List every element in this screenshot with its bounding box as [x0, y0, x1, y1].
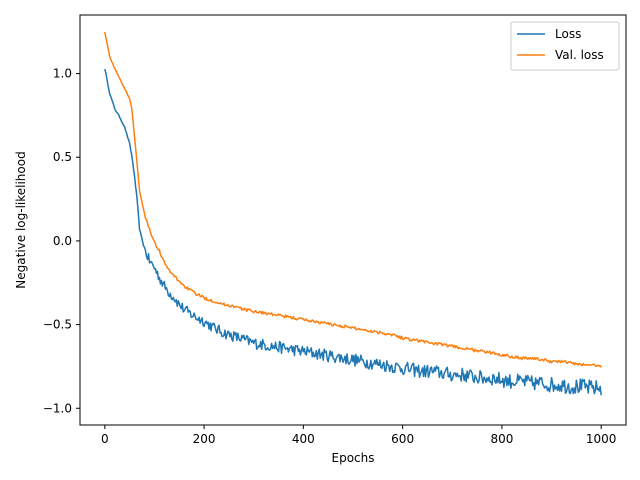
y-tick-label: 0.0: [53, 234, 72, 248]
series-line-loss: [104, 68, 602, 396]
y-tick-label: 0.5: [53, 150, 72, 164]
x-tick-label: 400: [292, 432, 315, 446]
x-tick-label: 1000: [586, 432, 617, 446]
y-tick-label: −0.5: [43, 318, 72, 332]
y-axis-ticks: −1.0 −0.5 0.0 0.5 1.0: [43, 67, 80, 415]
series-line-val-loss: [104, 31, 602, 368]
legend-entry-loss: Loss: [555, 27, 581, 41]
series-layer: [104, 31, 602, 396]
y-tick-label: 1.0: [53, 67, 72, 81]
legend-entry-val-loss: Val. loss: [555, 48, 604, 62]
x-axis-label: Epochs: [332, 451, 375, 465]
x-tick-label: 800: [490, 432, 513, 446]
x-tick-label: 0: [101, 432, 109, 446]
legend: Loss Val. loss: [510, 21, 620, 71]
plot-frame: [79, 14, 627, 426]
y-tick-label: −1.0: [43, 401, 72, 415]
y-axis-label: Negative log-likelihood: [14, 151, 28, 288]
x-tick-label: 200: [193, 432, 216, 446]
x-axis-ticks: 0 200 400 600 800 1000: [101, 425, 616, 446]
x-tick-label: 600: [391, 432, 414, 446]
